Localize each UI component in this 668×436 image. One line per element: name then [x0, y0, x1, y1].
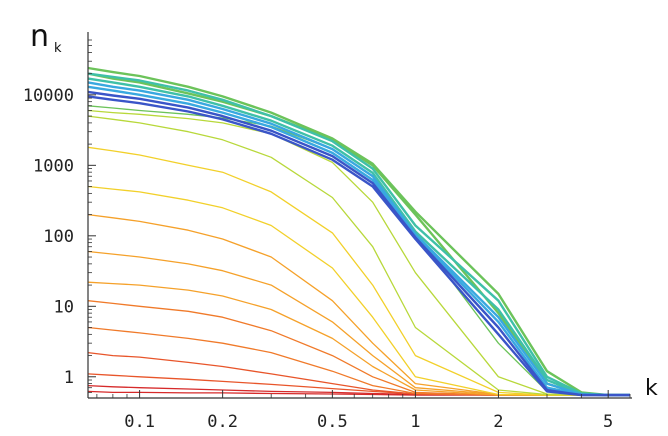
- axes: [87, 32, 632, 399]
- series-layer: [87, 66, 630, 397]
- series-line: [87, 72, 630, 397]
- y-tick-label: 10000: [23, 86, 74, 106]
- x-tick-label: 0.2: [207, 412, 238, 432]
- series-line: [87, 95, 630, 397]
- y-tick-label: 10: [54, 297, 74, 317]
- ticks: 1 10 100 1000 10000 0.1 0.2 0.5 1 2 5: [23, 39, 631, 432]
- series-line: [87, 85, 630, 397]
- series-line: [87, 146, 630, 396]
- x-tick-label: 0.1: [124, 412, 155, 432]
- series-line: [87, 72, 630, 397]
- y-tick-label: 1: [64, 368, 74, 388]
- x-tick-label: 0.5: [317, 412, 348, 432]
- y-axis-title-main: n: [30, 19, 49, 54]
- series-line: [87, 77, 630, 397]
- x-tick-label: 1: [410, 412, 420, 432]
- series-line: [87, 90, 630, 397]
- y-axis-title: n k: [30, 19, 62, 56]
- series-line: [87, 105, 630, 396]
- series-line: [87, 185, 630, 396]
- series-line: [87, 213, 630, 396]
- series-line: [87, 66, 630, 397]
- y-tick-label: 1000: [33, 156, 74, 176]
- x-tick-label: 5: [603, 412, 613, 432]
- x-axis-title: k: [645, 376, 658, 401]
- y-axis-title-subscript: k: [54, 41, 62, 56]
- series-line: [87, 81, 630, 397]
- y-tick-label: 100: [43, 227, 74, 247]
- series-line: [87, 109, 630, 396]
- x-tick-label: 2: [493, 412, 503, 432]
